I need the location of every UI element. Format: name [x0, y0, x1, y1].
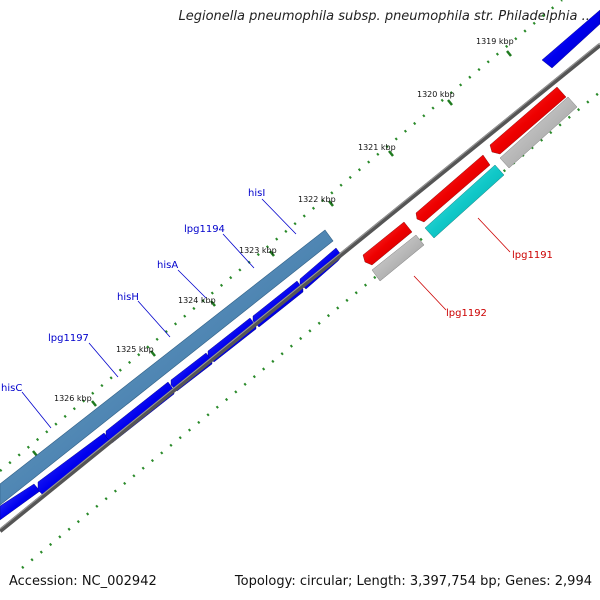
gene-top-right[interactable]	[541, 9, 600, 69]
gene-lpg1191[interactable]	[415, 154, 491, 223]
tick-label: 1322 kbp	[298, 195, 336, 204]
tick-label: 1320 kbp	[417, 90, 455, 99]
reverse-genes	[362, 86, 567, 266]
gene-label-lpg1197[interactable]: lpg1197	[48, 333, 89, 344]
gene-label-lpg1192[interactable]: lpg1192	[446, 308, 487, 319]
gene-label-hisC[interactable]: hisC	[1, 383, 22, 394]
label-leaders	[21, 198, 511, 429]
gene-hisH[interactable]	[105, 381, 175, 444]
gene-label-hisI[interactable]: hisI	[248, 188, 265, 199]
tick-label: 1324 kbp	[178, 296, 216, 305]
gene-red-top[interactable]	[489, 86, 567, 155]
feature-grey-1[interactable]	[371, 234, 425, 282]
tick-label: 1323 kbp	[239, 246, 277, 255]
topology-text: Topology: circular; Length: 3,397,754 bp…	[234, 574, 592, 589]
gene-label-lpg1191[interactable]: lpg1191	[512, 250, 553, 261]
map-title: Legionella pneumophila subsp. pneumophil…	[178, 9, 594, 24]
gene-label-hisA[interactable]: hisA	[157, 260, 178, 271]
gene-label-lpg1194[interactable]: lpg1194	[184, 224, 225, 235]
gene-labels: hisI lpg1194 hisA hisH lpg1197 hisC lpg1…	[1, 188, 553, 394]
grey-features	[371, 96, 578, 282]
backbone	[0, 42, 600, 533]
tick-label: 1325 kbp	[116, 345, 154, 354]
feature-grey-2[interactable]	[499, 96, 578, 169]
feature-cyan[interactable]	[424, 164, 505, 239]
gene-label-hisH[interactable]: hisH	[117, 292, 139, 303]
operon-band	[0, 229, 334, 506]
cyan-features	[424, 164, 505, 239]
tick-labels: 1319 kbp 1320 kbp 1321 kbp 1322 kbp 1323…	[54, 37, 514, 403]
tick-label: 1321 kbp	[358, 143, 396, 152]
gene-red-small[interactable]	[362, 221, 413, 266]
tick-label: 1319 kbp	[476, 37, 514, 46]
tick-label: 1326 kbp	[54, 394, 92, 403]
tick-marks	[32, 50, 512, 457]
accession-text: Accession: NC_002942	[9, 574, 157, 589]
